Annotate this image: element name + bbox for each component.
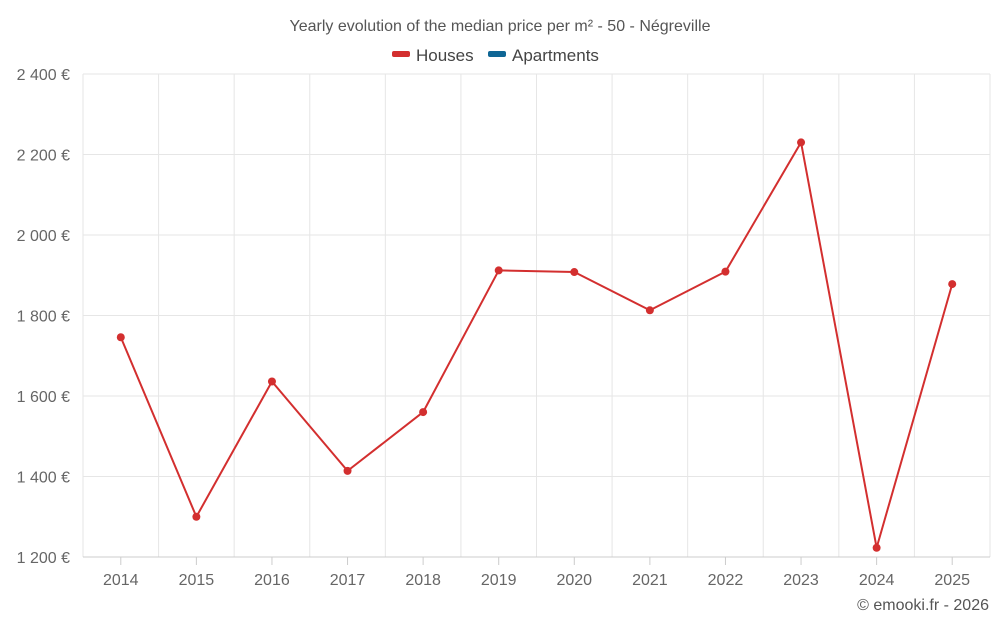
- x-tick-label: 2022: [708, 572, 744, 589]
- series-layer: [116, 138, 957, 552]
- x-tick-label: 2017: [330, 572, 366, 589]
- y-tick-label: 1 400 €: [17, 470, 70, 487]
- x-tick-label: 2016: [254, 572, 290, 589]
- data-point-houses[interactable]: [721, 267, 730, 276]
- y-axis-labels: 1 200 € 1 400 € 1 600 € 1 800 € 2 000 € 2 200…: [17, 67, 70, 567]
- data-point-houses[interactable]: [948, 280, 957, 289]
- data-point-houses[interactable]: [872, 543, 881, 552]
- data-point-houses[interactable]: [570, 268, 579, 277]
- data-point-houses[interactable]: [116, 333, 125, 342]
- series-line-houses: [119, 141, 954, 549]
- y-tick-label: 1 800 €: [17, 309, 70, 326]
- x-tick-label: 2025: [934, 572, 970, 589]
- legend-label-apartments: Apartments: [512, 46, 599, 65]
- data-point-houses[interactable]: [419, 408, 428, 417]
- x-tick-label: 2021: [632, 572, 668, 589]
- y-tick-label: 1 600 €: [17, 389, 70, 406]
- x-tick-label: 2018: [405, 572, 441, 589]
- legend-swatch-houses: [392, 51, 410, 57]
- x-tick-label: 2023: [783, 572, 819, 589]
- x-tick-label: 2024: [859, 572, 895, 589]
- legend-item-houses[interactable]: Houses: [392, 46, 474, 65]
- data-point-houses[interactable]: [797, 138, 806, 147]
- y-tick-label: 1 200 €: [17, 550, 70, 567]
- legend-swatch-apartments: [488, 51, 506, 57]
- data-point-houses[interactable]: [343, 466, 352, 475]
- y-tick-label: 2 400 €: [17, 67, 70, 84]
- y-tick-label: 2 000 €: [17, 228, 70, 245]
- legend-item-apartments[interactable]: Apartments: [488, 46, 599, 65]
- credit-text: © emooki.fr - 2026: [857, 597, 989, 614]
- chart-title: Yearly evolution of the median price per…: [290, 18, 711, 35]
- data-point-houses[interactable]: [494, 266, 503, 275]
- y-tick-label: 2 200 €: [17, 148, 70, 165]
- data-point-houses[interactable]: [192, 512, 201, 521]
- x-axis-labels: 2014 2015 2016 2017 2018 2019 2020 2021 2022 2023…: [103, 557, 970, 589]
- x-tick-label: 2014: [103, 572, 139, 589]
- legend: Houses Apartments: [392, 46, 599, 65]
- x-tick-label: 2019: [481, 572, 517, 589]
- data-point-houses[interactable]: [645, 306, 654, 315]
- x-tick-label: 2020: [556, 572, 592, 589]
- x-tick-label: 2015: [179, 572, 215, 589]
- legend-label-houses: Houses: [416, 46, 474, 65]
- data-point-houses[interactable]: [267, 377, 276, 386]
